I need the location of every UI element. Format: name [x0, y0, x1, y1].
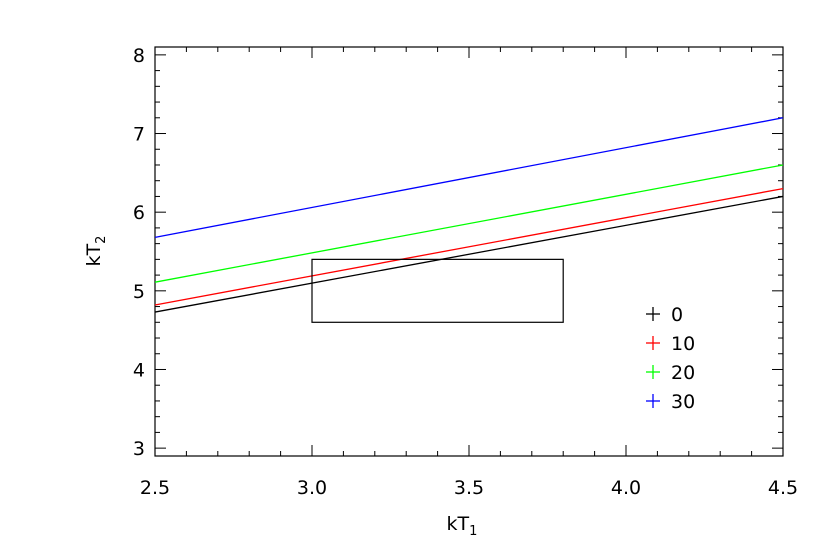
legend: 0 10 20 30: [646, 304, 695, 413]
y-tick-label: 8: [133, 45, 145, 67]
x-tick-label: 3.0: [297, 477, 327, 499]
series-lines: [154, 117, 784, 313]
y-tick-label: 5: [133, 281, 145, 303]
axis-ticks: [154, 47, 784, 456]
y-axis-label: kT2: [83, 236, 109, 267]
x-tick-label: 4.5: [768, 477, 798, 499]
y-tick-label: 6: [133, 202, 145, 224]
legend-label-10: 10: [671, 333, 695, 355]
series-line-30: [154, 117, 784, 238]
x-tick-label: 4.0: [611, 477, 641, 499]
series-line-0: [154, 195, 784, 313]
legend-label-0: 0: [671, 304, 683, 326]
legend-label-20: 20: [671, 362, 695, 384]
x-tick-label: 3.5: [454, 477, 484, 499]
y-tick-label: 7: [133, 124, 145, 146]
parameter-box: [311, 258, 564, 323]
y-tick-label: 3: [133, 438, 145, 460]
x-tick-label: 2.5: [140, 477, 170, 499]
x-axis-label: kT1: [447, 513, 478, 539]
y-tick-label: 4: [133, 359, 145, 381]
series-line-10: [154, 187, 784, 306]
series-line-20: [154, 164, 784, 283]
legend-label-30: 30: [671, 391, 695, 413]
parameter-box-layer: [311, 258, 564, 323]
